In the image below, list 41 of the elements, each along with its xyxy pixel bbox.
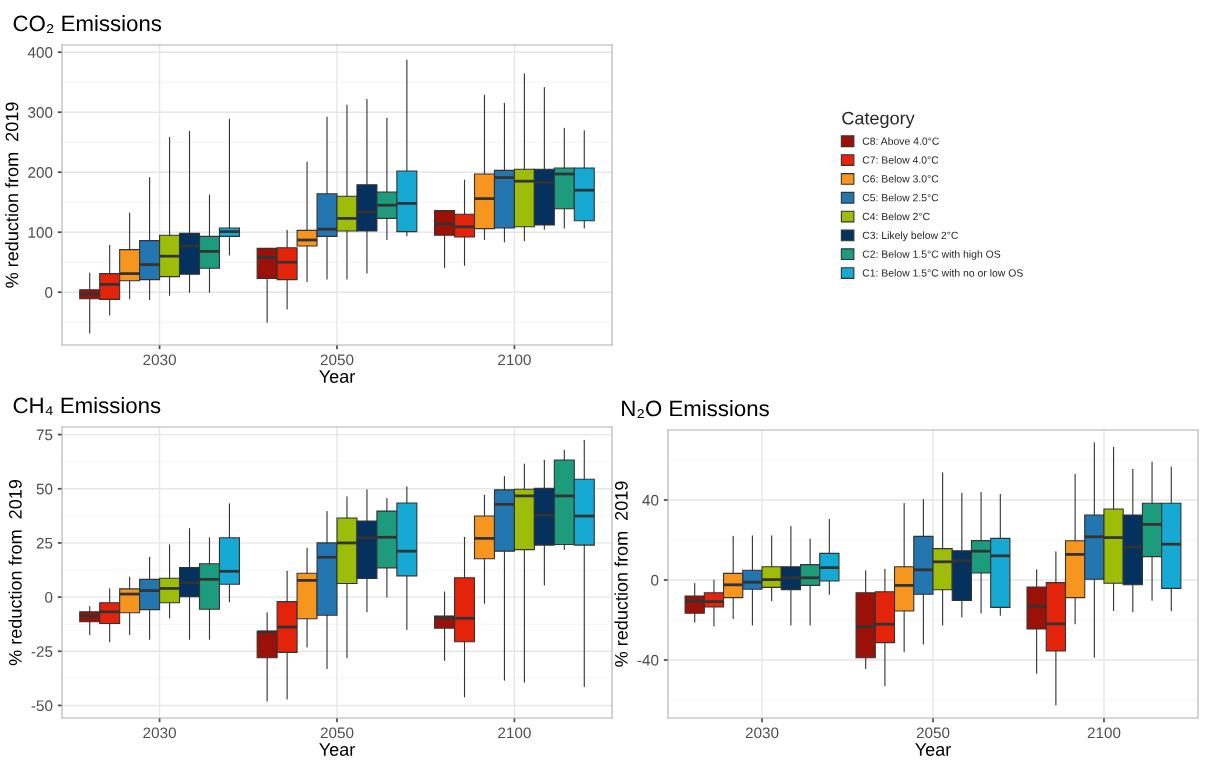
x-tick-label: 2050: [916, 727, 950, 739]
y-tick-label: -50: [31, 700, 53, 712]
legend-label: C1: Below 1.5°C with no or low OS: [862, 269, 1023, 277]
x-axis-title: Year: [319, 743, 355, 756]
y-tick-label: 25: [36, 537, 53, 549]
y-tick-label: -25: [31, 646, 53, 657]
y-tick-label: 200: [28, 167, 53, 178]
y-tick-label: 75: [36, 429, 53, 441]
x-tick-label: 2030: [143, 354, 176, 366]
x-tick-label: 2100: [498, 727, 531, 739]
y-tick-label: 0: [45, 591, 53, 603]
legend-label: C2: Below 1.5°C with high OS: [862, 250, 1001, 260]
legend-title: Category: [842, 111, 915, 129]
x-tick-label: 2100: [498, 354, 531, 366]
legend-label: C6: Below 3.0°C: [862, 174, 939, 183]
x-tick-label: 2050: [320, 727, 354, 739]
legend-label: C8: Above 4.0°C: [862, 137, 939, 145]
x-tick-label: 2050: [320, 354, 354, 366]
y-axis-title: % reduction from 2019: [8, 480, 22, 666]
x-axis-title: Year: [915, 743, 951, 756]
y-tick-label: 40: [642, 494, 659, 506]
y-tick-label: 400: [27, 47, 53, 58]
legend-label: C5: Below 2.5°C: [862, 193, 939, 202]
x-tick-label: 2100: [1087, 727, 1121, 739]
x-tick-label: 2030: [745, 727, 779, 739]
x-tick-label: 2030: [143, 727, 176, 739]
y-tick-label: 300: [28, 107, 53, 118]
y-axis-title: % reduction from 2019: [614, 481, 628, 667]
y-tick-label: 50: [36, 483, 53, 495]
chart-title: CO₂ Emissions: [13, 15, 162, 34]
legend-label: C7: Below 4.0°C: [862, 156, 939, 164]
y-tick-label: 0: [45, 287, 53, 298]
legend-label: C4: Below 2°C: [862, 212, 930, 221]
y-tick-label: 100: [28, 227, 53, 238]
chart-title: CH₄ Emissions: [13, 397, 161, 416]
y-tick-label: -40: [637, 654, 659, 666]
legend-label: C3: Likely below 2°C: [862, 231, 959, 242]
x-axis-title: Year: [319, 370, 355, 383]
y-tick-label: 0: [651, 574, 659, 586]
chart-title: N₂O Emissions: [622, 400, 769, 419]
y-axis-title: % reduction from 2019: [5, 102, 19, 288]
